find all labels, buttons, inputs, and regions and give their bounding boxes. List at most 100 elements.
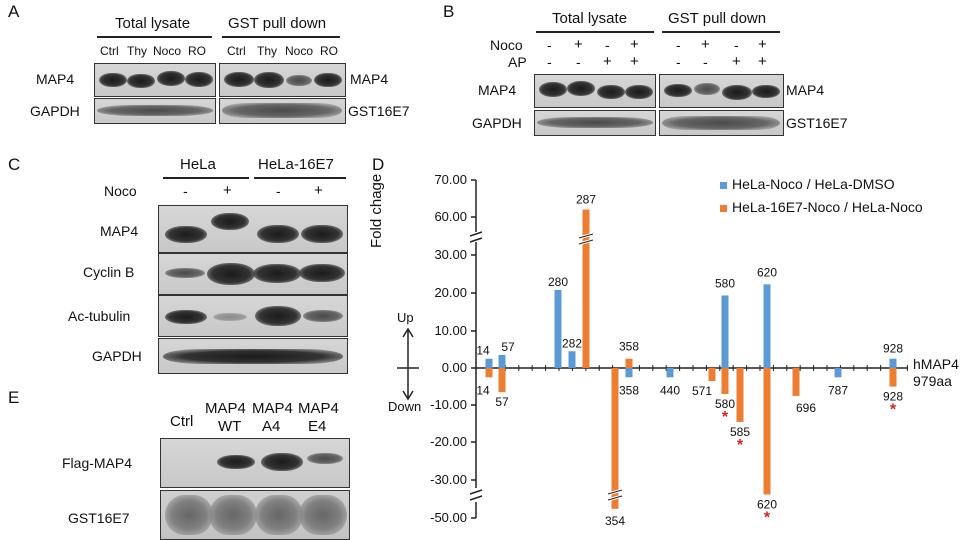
blue-bar-580 xyxy=(721,295,729,368)
significance-star: * xyxy=(737,437,744,454)
panel-b-ap-sign-1: - xyxy=(547,54,552,70)
panel-c-underline-hela xyxy=(163,177,249,179)
panel-a-blot-gst-map4 xyxy=(219,63,346,97)
panel-a-header-total: Total lysate xyxy=(115,15,191,32)
panel-e-blot-gst16e7 xyxy=(160,490,350,540)
bar-break-287 xyxy=(578,232,594,246)
panel-a-row-gapdh-left: GAPDH xyxy=(30,103,80,119)
panel-b-letter: B xyxy=(443,2,455,21)
panel-b-noco-sign-8: + xyxy=(758,36,767,53)
y-tick-label: 60.00 xyxy=(434,209,467,224)
panel-b-ap-sign-4: + xyxy=(630,53,639,70)
panel-b-blot-lysate-map4 xyxy=(534,74,656,108)
panel-a-row-gst-right: GST16E7 xyxy=(348,103,410,119)
panel-c-group-hela16e7: HeLa-16E7 xyxy=(258,156,334,173)
bar-label-620: 620 xyxy=(757,497,777,511)
panel-c-group-hela: HeLa xyxy=(180,156,216,173)
significance-star: * xyxy=(764,509,771,526)
panel-c-blot-actubulin xyxy=(158,295,348,337)
panel-b-blot-gst-map4 xyxy=(659,74,784,108)
chart-y-axis-label: Fold chage xyxy=(368,173,385,248)
blue-bar-358 xyxy=(625,368,633,378)
panel-a-underline-right xyxy=(222,36,340,38)
panel-a-lane-4: RO xyxy=(188,44,206,58)
panel-b-ap-sign-8: + xyxy=(758,53,767,70)
panel-c-blot-map4 xyxy=(158,205,348,253)
orange-bar-287 xyxy=(582,209,590,368)
bar-label-280: 280 xyxy=(548,275,568,289)
legend-label-blue: HeLa-Noco / HeLa-DMSO xyxy=(732,176,895,192)
orange-bar-696 xyxy=(792,368,800,396)
orange-bar-620 xyxy=(763,368,771,495)
panel-b-blot-gst-gst16e7 xyxy=(659,110,784,136)
panel-e-lane-3-line1: MAP4 xyxy=(252,400,293,417)
panel-e-lane-4-line2: E4 xyxy=(308,418,327,435)
panel-b-ap-label: AP xyxy=(508,54,527,70)
panel-c-underline-hela16e7 xyxy=(254,177,346,179)
panel-b-blot-lysate-gapdh xyxy=(534,110,656,136)
panel-b-row-map4-right: MAP4 xyxy=(786,82,825,98)
panel-e-blot-flag xyxy=(160,438,350,488)
blue-bar-57 xyxy=(498,354,506,368)
panel-c-row-cyclinb: Cyclin B xyxy=(83,264,135,280)
panel-c-noco-label: Noco xyxy=(104,183,137,199)
panel-c-noco-sign-3: - xyxy=(276,183,281,199)
panel-e-lane-2-line1: MAP4 xyxy=(205,400,246,417)
panel-a-lane-5: Ctrl xyxy=(227,44,246,58)
bar-label-14: 14 xyxy=(476,344,490,358)
panel-a-blot-gst-gst16e7 xyxy=(219,98,346,124)
panel-a-row-map4-right: MAP4 xyxy=(350,71,389,87)
y-tick-label: -50.00 xyxy=(430,510,467,525)
bar-label-14: 14 xyxy=(476,383,490,397)
panel-e-lane-1: Ctrl xyxy=(170,413,194,430)
protein-length-label: 979aa xyxy=(913,373,952,389)
panel-b-noco-sign-3: - xyxy=(605,37,610,53)
bar-label-787: 787 xyxy=(828,383,848,397)
panel-b-underline-right xyxy=(662,31,780,33)
bar-label-358: 358 xyxy=(619,383,639,397)
panel-a-lane-8: RO xyxy=(320,44,338,58)
protein-label: hMAP4 xyxy=(913,356,959,372)
panel-a-blot-lysate-gapdh xyxy=(94,98,216,124)
panel-a-letter: A xyxy=(8,2,20,21)
bar-label-571: 571 xyxy=(692,384,712,398)
orange-bar-14 xyxy=(485,368,493,378)
panel-b-row-gapdh-left: GAPDH xyxy=(472,115,522,131)
panel-a-row-map4-left: MAP4 xyxy=(36,71,75,87)
bar-label-620: 620 xyxy=(757,265,777,279)
y-tick-label: -30.00 xyxy=(430,472,467,487)
orange-bar-580 xyxy=(721,368,729,395)
y-tick-label: 0.00 xyxy=(442,360,467,375)
panel-b-noco-label: Noco xyxy=(490,37,523,53)
legend-label-orange: HeLa-16E7-Noco / HeLa-Noco xyxy=(732,199,923,215)
bar-label-585: 585 xyxy=(730,425,750,439)
panel-b-ap-sign-2: - xyxy=(576,54,581,70)
bar-break-287-lines xyxy=(578,233,594,245)
panel-c-noco-sign-1: - xyxy=(183,183,188,199)
panel-e-lane-4-line1: MAP4 xyxy=(298,400,339,417)
panel-b-noco-sign-1: - xyxy=(547,37,552,53)
bar-label-354: 354 xyxy=(605,514,625,528)
panel-a-lane-1: Ctrl xyxy=(100,44,119,58)
y-tick-label: -20.00 xyxy=(430,434,467,449)
panel-b-header-total: Total lysate xyxy=(552,10,628,27)
bar-label-57: 57 xyxy=(501,340,515,354)
panel-b-ap-sign-7: + xyxy=(732,53,741,70)
down-arrow-head xyxy=(402,390,414,401)
blue-bar-14 xyxy=(485,358,493,368)
blue-bar-282 xyxy=(568,351,576,368)
up-label: Up xyxy=(397,310,414,325)
panel-a-blot-lysate-map4 xyxy=(94,63,216,97)
panel-c-letter: C xyxy=(8,155,21,174)
panel-b-noco-sign-6: + xyxy=(701,36,710,53)
y-tick-label: 70.00 xyxy=(434,172,467,187)
panel-e-lane-3-line2: A4 xyxy=(262,418,281,435)
panel-a-header-gst: GST pull down xyxy=(228,15,327,32)
bar-label-928: 928 xyxy=(883,342,903,356)
bar-break-354 xyxy=(607,488,623,502)
panel-b-ap-sign-3: + xyxy=(603,53,612,70)
y-tick-label: -10.00 xyxy=(430,397,467,412)
significance-star: * xyxy=(722,409,729,426)
y-tick-label: 10.00 xyxy=(434,323,467,338)
orange-bar-928 xyxy=(889,368,897,387)
